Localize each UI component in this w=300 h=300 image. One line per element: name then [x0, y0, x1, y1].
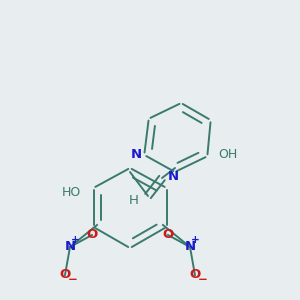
Text: N: N — [184, 241, 196, 254]
Text: H: H — [129, 194, 139, 206]
Text: O: O — [162, 229, 174, 242]
Text: O: O — [59, 268, 70, 281]
Text: O: O — [86, 229, 98, 242]
Text: −: − — [68, 274, 78, 286]
Text: N: N — [64, 241, 76, 254]
Text: N: N — [167, 170, 178, 184]
Text: N: N — [130, 148, 142, 160]
Text: O: O — [189, 268, 201, 281]
Text: +: + — [70, 235, 80, 245]
Text: OH: OH — [218, 148, 238, 160]
Text: +: + — [190, 235, 200, 245]
Text: HO: HO — [61, 185, 81, 199]
Text: −: − — [198, 274, 208, 286]
